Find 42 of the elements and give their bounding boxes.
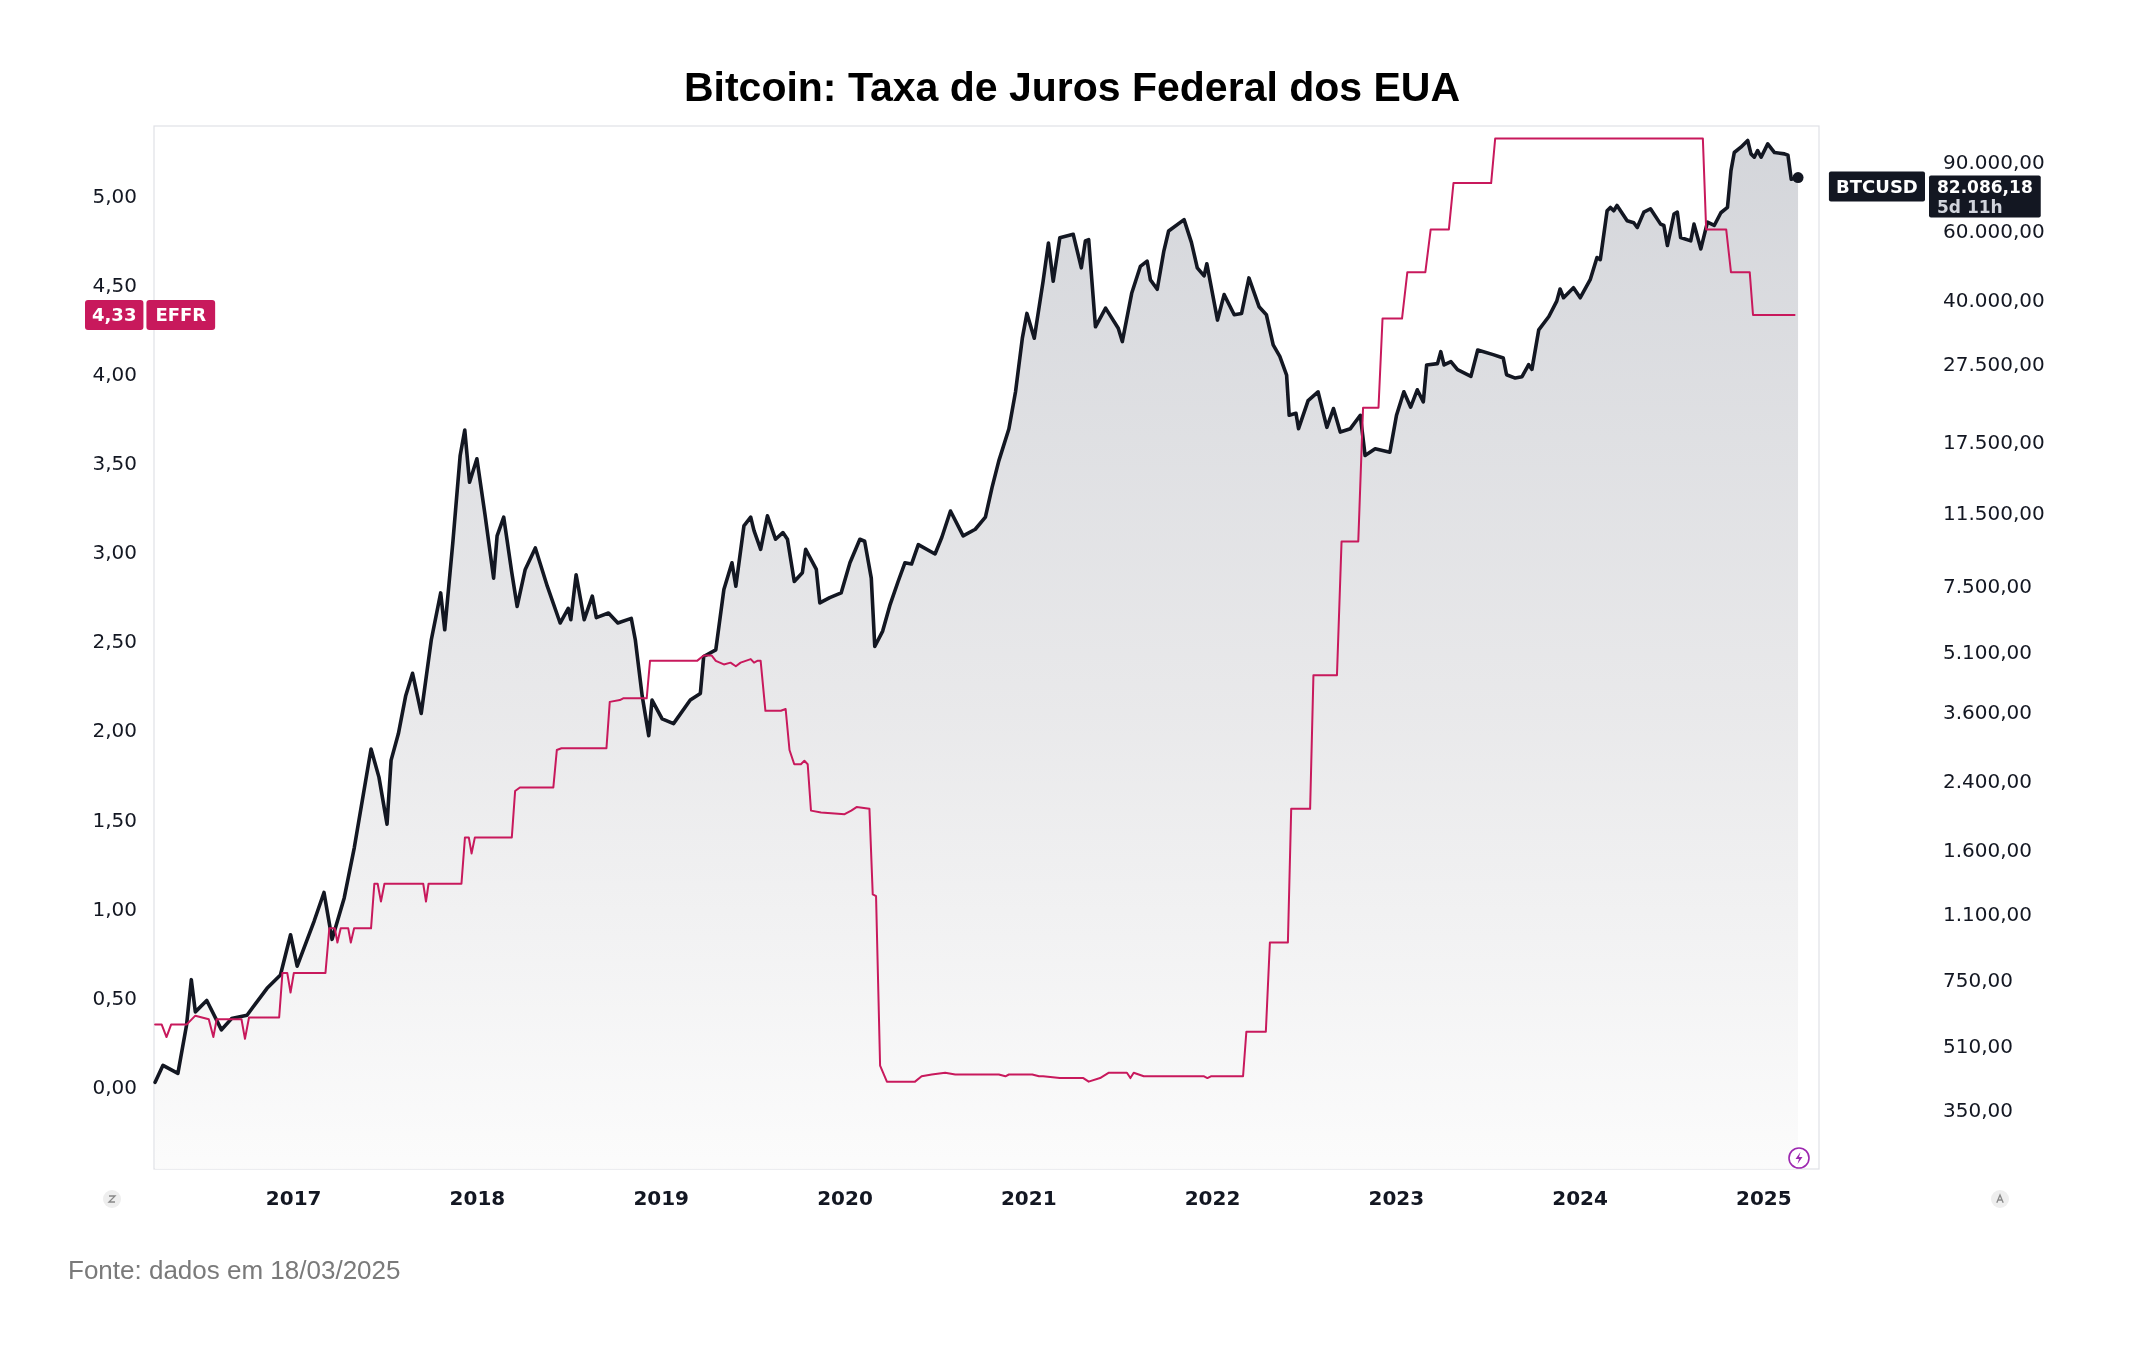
- x-tick-label: 2019: [633, 1186, 690, 1210]
- y2-tick-label: 750,00: [1943, 967, 2013, 992]
- y2-tick-label: 27.500,00: [1943, 352, 2045, 377]
- legend-label: EFFR: [155, 304, 207, 326]
- y-tick-label: 5,00: [92, 183, 137, 208]
- y2-tick-label: 2.400,00: [1943, 769, 2033, 794]
- x-tick-label: 2025: [1736, 1186, 1792, 1210]
- y2-tick-label: 350,00: [1943, 1098, 2013, 1123]
- text: 82.086,18: [1937, 176, 2033, 197]
- x-tick-label: 2021: [1000, 1186, 1057, 1210]
- text: 4,33: [92, 304, 137, 326]
- y-tick-label: 3,00: [92, 540, 137, 565]
- y-tick-label: 2,50: [92, 629, 137, 654]
- series-label: BTCUSD: [1836, 175, 1918, 197]
- x-tick-label: 2023: [1368, 1186, 1425, 1210]
- x-tick-label: 2017: [265, 1186, 322, 1210]
- x-tick-label: 2018: [449, 1186, 506, 1210]
- x-tick-label: 2020: [817, 1186, 873, 1210]
- y2-tick-label: 7.500,00: [1943, 574, 2033, 599]
- y2-tick-label: 60.000,00: [1943, 219, 2045, 244]
- y2-tick-label: 11.500,00: [1943, 501, 2045, 526]
- y-tick-label: 3,50: [92, 450, 137, 475]
- y-tick-label: 4,00: [92, 361, 137, 386]
- y2-tick-label: 17.500,00: [1943, 429, 2045, 454]
- y-tick-label: 4,50: [92, 272, 137, 297]
- y2-tick-label: 5.100,00: [1943, 640, 2033, 665]
- y2-tick-label: 1.600,00: [1943, 838, 2033, 863]
- text: 5d 11h: [1937, 196, 2003, 217]
- y2-tick-label: 3.600,00: [1943, 699, 2033, 724]
- x-tick-label: 2022: [1184, 1186, 1241, 1210]
- y-tick-label: 1,50: [92, 807, 137, 832]
- y2-tick-label: 510,00: [1943, 1033, 2013, 1058]
- y-tick-label: 2,00: [92, 718, 137, 743]
- chart-title: Bitcoin: Taxa de Juros Federal dos EUA: [683, 64, 1461, 110]
- y2-tick-label: 90.000,00: [1943, 149, 2045, 174]
- y-tick-label: 1,00: [92, 896, 137, 921]
- y-tick-label: 0,00: [92, 1074, 137, 1099]
- y2-tick-label: 1.100,00: [1943, 902, 2033, 927]
- x-tick-label: 2024: [1552, 1186, 1608, 1210]
- source-note: Fonte: dados em 18/03/2025: [68, 1255, 401, 1286]
- y2-tick-label: 40.000,00: [1943, 288, 2045, 313]
- y-tick-label: 0,50: [92, 985, 137, 1010]
